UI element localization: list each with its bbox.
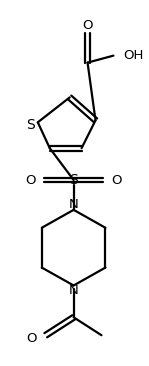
Text: O: O [25, 173, 36, 187]
Text: O: O [26, 332, 37, 345]
Text: OH: OH [123, 49, 144, 62]
Text: O: O [82, 19, 93, 32]
Text: N: N [69, 284, 79, 297]
Text: O: O [111, 173, 122, 187]
Text: S: S [69, 173, 78, 187]
Text: N: N [69, 198, 79, 212]
Text: S: S [27, 118, 35, 132]
